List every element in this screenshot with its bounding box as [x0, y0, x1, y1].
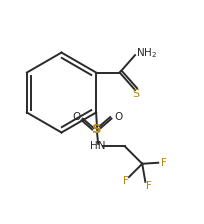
Text: NH$_2$: NH$_2$ [135, 47, 156, 60]
Text: S: S [92, 123, 101, 136]
Text: F: F [160, 158, 166, 168]
Text: O: O [114, 112, 122, 122]
Text: F: F [146, 181, 152, 191]
Text: F: F [122, 176, 128, 186]
Text: HN: HN [90, 141, 105, 151]
Text: S: S [132, 89, 139, 99]
Text: O: O [72, 112, 80, 122]
